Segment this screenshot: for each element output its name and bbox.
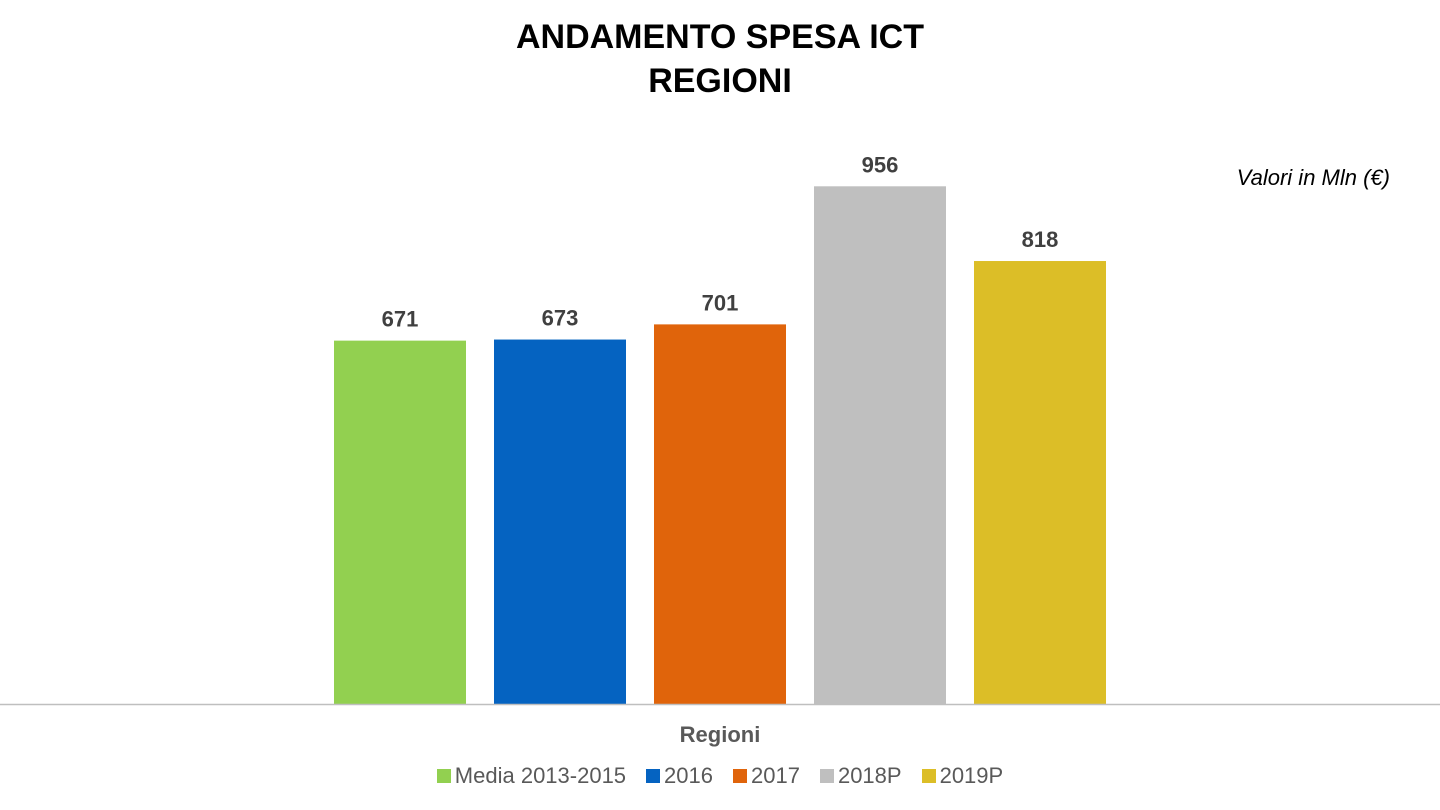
legend-label-2019p: 2019P (939, 763, 1004, 788)
bar-2016 (494, 339, 626, 704)
data-label-media-2013-2015: 671 (382, 307, 419, 332)
data-label-2016: 673 (542, 306, 579, 331)
legend-label-media-2013-2015: Media 2013-2015 (454, 763, 627, 788)
legend-label-2016: 2016 (664, 763, 713, 788)
legend-item-2019p: 2019P (921, 763, 1004, 789)
bar-2018p (814, 186, 946, 704)
legend-item-2018p: 2018P (819, 763, 902, 789)
legend-label-2018p: 2018P (837, 763, 902, 788)
legend-swatch-2016 (646, 769, 661, 783)
legend-label-2017: 2017 (751, 763, 800, 788)
bar-2019p (974, 261, 1106, 704)
legend-swatch-2018p (819, 769, 834, 783)
legend-item-2017: 2017 (733, 763, 800, 789)
legend-swatch-2017 (733, 769, 747, 783)
legend-swatch-2019p (921, 769, 936, 783)
data-label-2019p: 818 (1022, 227, 1059, 252)
units-note: Valori in Mln (€) (1236, 165, 1390, 190)
legend-item-2016: 2016 (646, 763, 713, 789)
data-label-2017: 701 (702, 290, 739, 315)
chart-title-line-1: ANDAMENTO SPESA ICT (515, 18, 925, 56)
legend-swatch-media-2013-2015 (436, 769, 451, 783)
x-axis-category-label: Regioni (680, 722, 761, 747)
data-label-2018p: 956 (862, 152, 899, 177)
bar-2017 (654, 324, 786, 704)
legend-item-media-2013-2015: Media 2013-2015 (436, 763, 627, 789)
chart-title-line-2: REGIONI (648, 62, 792, 100)
bar-media-2013-2015 (334, 340, 466, 704)
bars-group: 671 673 701 956 818 (334, 152, 1106, 704)
legend: Media 2013-2015 2016 2017 2018P 2019P (0, 763, 1440, 789)
